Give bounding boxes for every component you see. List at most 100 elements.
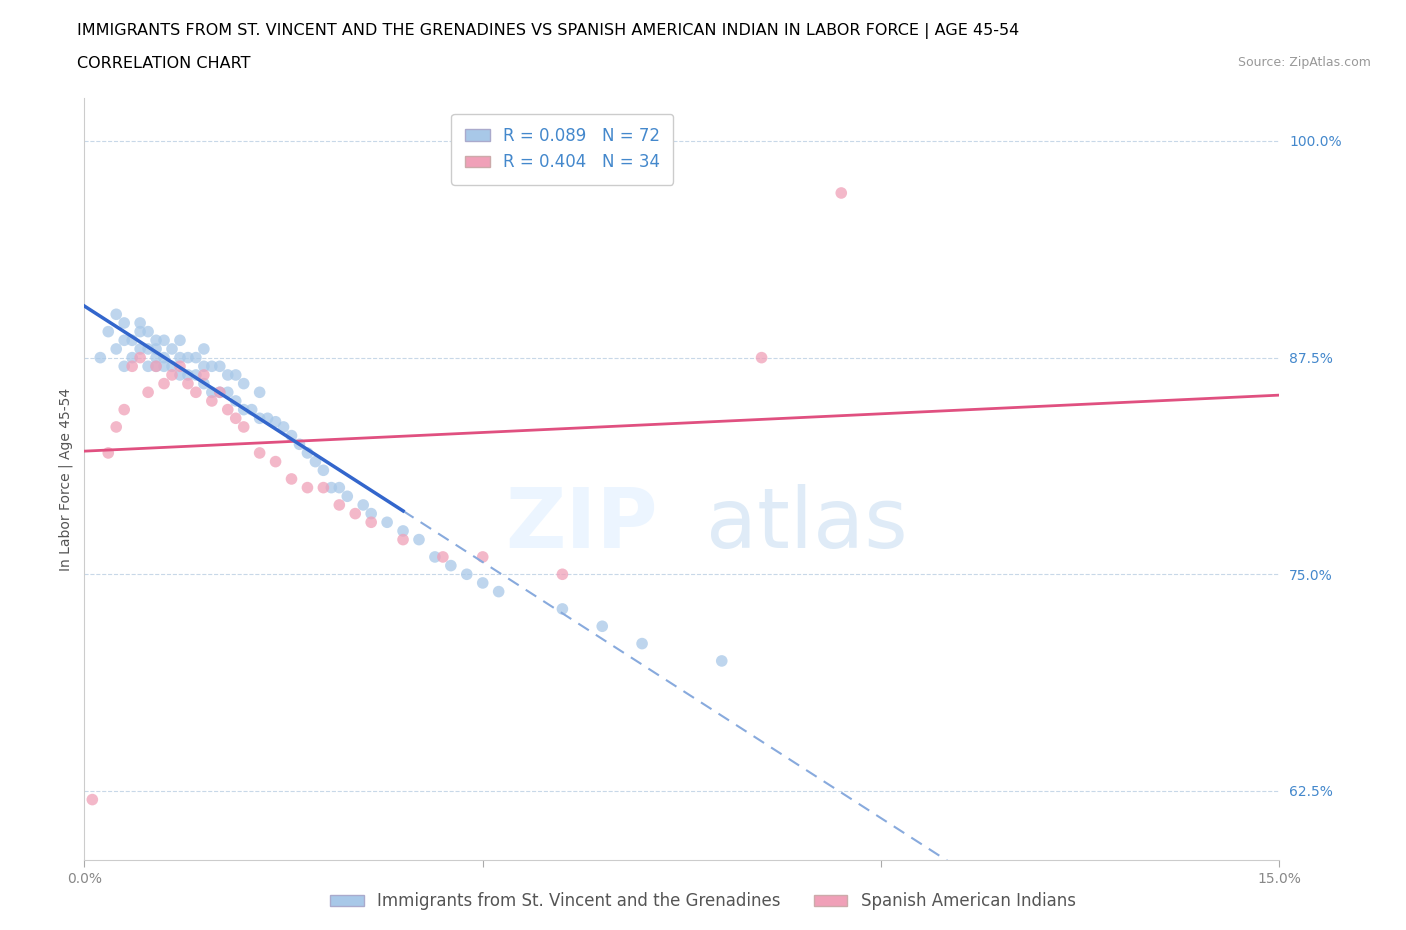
- Point: [121, 359, 143, 374]
- Point: [232, 376, 254, 391]
- Point: [121, 351, 143, 365]
- Point: [136, 325, 159, 339]
- Point: [264, 454, 287, 469]
- Point: [328, 498, 350, 512]
- Point: [217, 367, 239, 382]
- Point: [145, 359, 167, 374]
- Point: [201, 393, 224, 408]
- Point: [217, 402, 239, 417]
- Point: [208, 385, 231, 400]
- Point: [105, 307, 128, 322]
- Point: [297, 445, 319, 460]
- Point: [360, 506, 382, 521]
- Point: [232, 402, 254, 417]
- Point: [97, 325, 120, 339]
- Point: [136, 341, 159, 356]
- Point: [112, 359, 135, 374]
- Point: [160, 341, 183, 356]
- Legend: R = 0.089   N = 72, R = 0.404   N = 34: R = 0.089 N = 72, R = 0.404 N = 34: [451, 113, 673, 185]
- Point: [471, 576, 494, 591]
- Point: [112, 333, 135, 348]
- Point: [256, 411, 278, 426]
- Point: [631, 636, 654, 651]
- Point: [193, 341, 215, 356]
- Point: [297, 480, 319, 495]
- Point: [304, 454, 326, 469]
- Point: [225, 367, 247, 382]
- Point: [217, 385, 239, 400]
- Point: [177, 376, 200, 391]
- Point: [112, 402, 135, 417]
- Point: [249, 411, 271, 426]
- Point: [184, 351, 207, 365]
- Point: [830, 185, 852, 200]
- Point: [129, 325, 152, 339]
- Point: [225, 411, 247, 426]
- Point: [710, 654, 733, 669]
- Point: [89, 351, 111, 365]
- Point: [456, 566, 478, 582]
- Point: [160, 359, 183, 374]
- Legend: Immigrants from St. Vincent and the Grenadines, Spanish American Indians: Immigrants from St. Vincent and the Gren…: [323, 885, 1083, 917]
- Point: [280, 428, 302, 443]
- Point: [169, 359, 191, 374]
- Point: [193, 359, 215, 374]
- Point: [193, 367, 215, 382]
- Point: [160, 367, 183, 382]
- Point: [153, 376, 176, 391]
- Point: [177, 367, 200, 382]
- Point: [232, 419, 254, 434]
- Point: [201, 359, 224, 374]
- Point: [145, 359, 167, 374]
- Text: IMMIGRANTS FROM ST. VINCENT AND THE GRENADINES VS SPANISH AMERICAN INDIAN IN LAB: IMMIGRANTS FROM ST. VINCENT AND THE GREN…: [77, 23, 1019, 39]
- Point: [440, 558, 463, 573]
- Point: [129, 351, 152, 365]
- Point: [352, 498, 374, 512]
- Text: CORRELATION CHART: CORRELATION CHART: [77, 56, 250, 71]
- Point: [145, 341, 167, 356]
- Y-axis label: In Labor Force | Age 45-54: In Labor Force | Age 45-54: [59, 388, 73, 570]
- Point: [471, 550, 494, 565]
- Point: [336, 489, 359, 504]
- Point: [432, 550, 454, 565]
- Text: atlas: atlas: [706, 485, 907, 565]
- Point: [408, 532, 430, 547]
- Point: [193, 376, 215, 391]
- Point: [264, 415, 287, 430]
- Point: [249, 385, 271, 400]
- Point: [551, 566, 574, 582]
- Point: [360, 515, 382, 530]
- Point: [551, 602, 574, 617]
- Point: [273, 419, 295, 434]
- Point: [184, 367, 207, 382]
- Text: ZIP: ZIP: [506, 485, 658, 565]
- Point: [169, 367, 191, 382]
- Point: [145, 351, 167, 365]
- Point: [240, 402, 263, 417]
- Point: [177, 351, 200, 365]
- Point: [153, 359, 176, 374]
- Point: [169, 351, 191, 365]
- Point: [328, 480, 350, 495]
- Point: [392, 524, 415, 538]
- Point: [280, 472, 302, 486]
- Point: [105, 419, 128, 434]
- Point: [136, 359, 159, 374]
- Point: [105, 341, 128, 356]
- Point: [751, 351, 773, 365]
- Point: [423, 550, 446, 565]
- Point: [375, 515, 398, 530]
- Text: Source: ZipAtlas.com: Source: ZipAtlas.com: [1237, 56, 1371, 69]
- Point: [153, 333, 176, 348]
- Point: [112, 315, 135, 330]
- Point: [208, 359, 231, 374]
- Point: [225, 393, 247, 408]
- Point: [288, 437, 311, 452]
- Point: [129, 341, 152, 356]
- Point: [169, 333, 191, 348]
- Point: [591, 618, 613, 633]
- Point: [344, 506, 367, 521]
- Point: [249, 445, 271, 460]
- Point: [312, 463, 335, 478]
- Point: [82, 792, 104, 807]
